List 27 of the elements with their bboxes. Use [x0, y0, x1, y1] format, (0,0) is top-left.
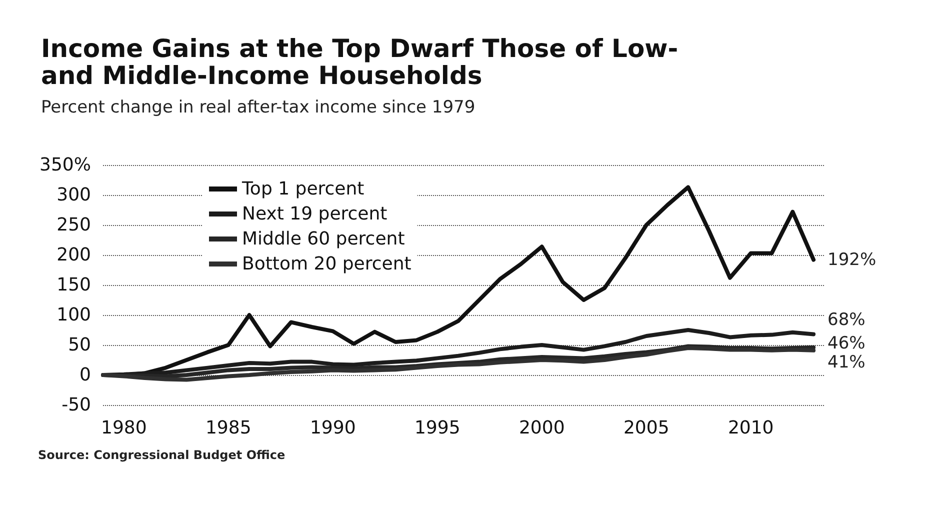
- x-tick-label: 2005: [623, 418, 670, 438]
- x-tick-label: 2010: [728, 418, 774, 438]
- legend-label: Top 1 percent: [241, 178, 364, 200]
- data-label: 68%: [828, 310, 866, 330]
- data-label: 192%: [828, 250, 876, 270]
- chart-subtitle: Percent change in real after-tax income since 1979: [41, 98, 476, 118]
- data-label: 46%: [828, 333, 866, 354]
- legend-label: Bottom 20 percent: [242, 254, 412, 274]
- x-tick-label: 1990: [310, 418, 356, 438]
- y-tick-label: 350%: [40, 154, 91, 176]
- x-tick-label: 1995: [414, 418, 460, 438]
- y-tick-label: -50: [62, 394, 91, 416]
- data-label: 41%: [828, 352, 866, 372]
- legend-label: Next 19 percent: [242, 204, 388, 224]
- y-tick-label: 300: [56, 184, 91, 206]
- y-tick-label: 200: [56, 244, 91, 266]
- y-tick-label: 150: [56, 274, 91, 296]
- y-tick-label: 0: [80, 364, 91, 386]
- y-tick-label: 50: [68, 334, 91, 356]
- x-tick-label: 1985: [205, 418, 252, 438]
- legend-label: Middle 60 percent: [242, 228, 405, 250]
- y-tick-label: 100: [56, 304, 91, 326]
- x-tick-label: 2000: [518, 418, 565, 438]
- source-note: Source: Congressional Budget Office: [38, 448, 286, 462]
- x-tick-label: 1980: [100, 418, 147, 438]
- y-tick-label: 250: [56, 214, 91, 236]
- chart-title: Income Gains at the Top Dwarf Those of Low- and Middle-Income Households: [41, 34, 678, 90]
